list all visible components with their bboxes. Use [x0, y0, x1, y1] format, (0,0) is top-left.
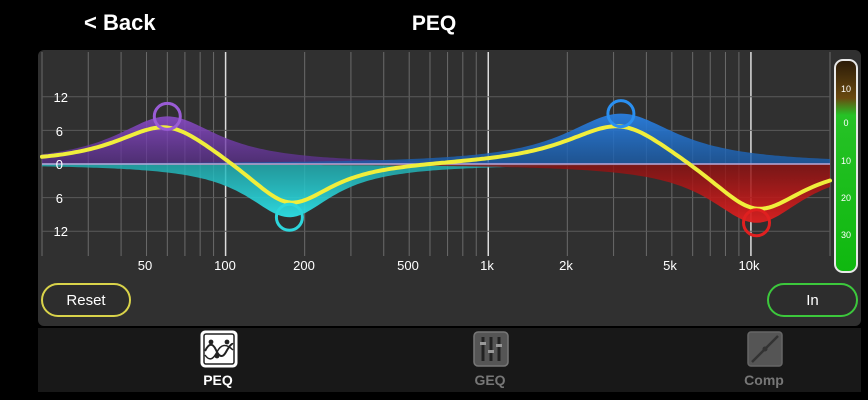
- x-label: 2k: [559, 258, 573, 273]
- tab-peq[interactable]: PEQ: [118, 328, 318, 392]
- y-axis-labels: 12 6 0 6 12: [54, 90, 68, 239]
- page-title: PEQ: [411, 12, 457, 35]
- meter-label: 30: [841, 230, 851, 240]
- x-label: 50: [138, 258, 152, 273]
- meter-label: 10: [841, 156, 851, 166]
- band-3-fill: [42, 113, 830, 164]
- eq-graph[interactable]: 12 6 0 6 12 50 100 200 500 1k 2k 5k 10k …: [38, 50, 861, 326]
- in-button[interactable]: In: [767, 283, 858, 317]
- band-4-handle[interactable]: [742, 208, 771, 238]
- band-1-handle[interactable]: [152, 101, 182, 131]
- tab-geq[interactable]: GEQ: [390, 328, 590, 392]
- band-2-handle[interactable]: [274, 202, 304, 232]
- eq-panel: 12 6 0 6 12 50 100 200 500 1k 2k 5k 10k …: [38, 50, 861, 326]
- band-1-fill: [42, 116, 830, 164]
- back-button[interactable]: < Back: [84, 10, 156, 35]
- geq-icon: [473, 331, 509, 367]
- reset-button[interactable]: Reset: [41, 283, 131, 317]
- tab-geq-label: GEQ: [474, 372, 506, 388]
- band-3-handle[interactable]: [606, 99, 636, 129]
- x-label: 100: [214, 258, 236, 273]
- band-2-fill: [42, 164, 830, 218]
- x-label: 1k: [480, 258, 494, 273]
- tab-bar: PEQ GEQ Comp: [38, 328, 861, 392]
- level-meter: 10 0 10 20 30: [834, 59, 858, 273]
- tab-comp[interactable]: Comp: [664, 328, 864, 392]
- x-label: 200: [293, 258, 315, 273]
- meter-label: 20: [841, 193, 851, 203]
- meter-label: 0: [843, 118, 848, 128]
- top-bar: < Back PEQ: [0, 0, 868, 48]
- tab-comp-label: Comp: [744, 372, 784, 388]
- comp-icon: [747, 331, 783, 367]
- x-label: 500: [397, 258, 419, 273]
- x-axis-labels: 50 100 200 500 1k 2k 5k 10k: [138, 258, 760, 273]
- y-label: 12: [54, 90, 68, 105]
- y-label: 6: [56, 191, 63, 206]
- meter-label: 10: [841, 84, 851, 94]
- tab-peq-label: PEQ: [203, 372, 233, 388]
- y-label: 12: [54, 224, 68, 239]
- y-label: 6: [56, 124, 63, 139]
- x-label: 5k: [663, 258, 677, 273]
- x-label: 10k: [739, 258, 760, 273]
- band-4-fill: [42, 164, 830, 223]
- y-label: 0: [56, 157, 63, 172]
- peq-icon: [200, 330, 238, 368]
